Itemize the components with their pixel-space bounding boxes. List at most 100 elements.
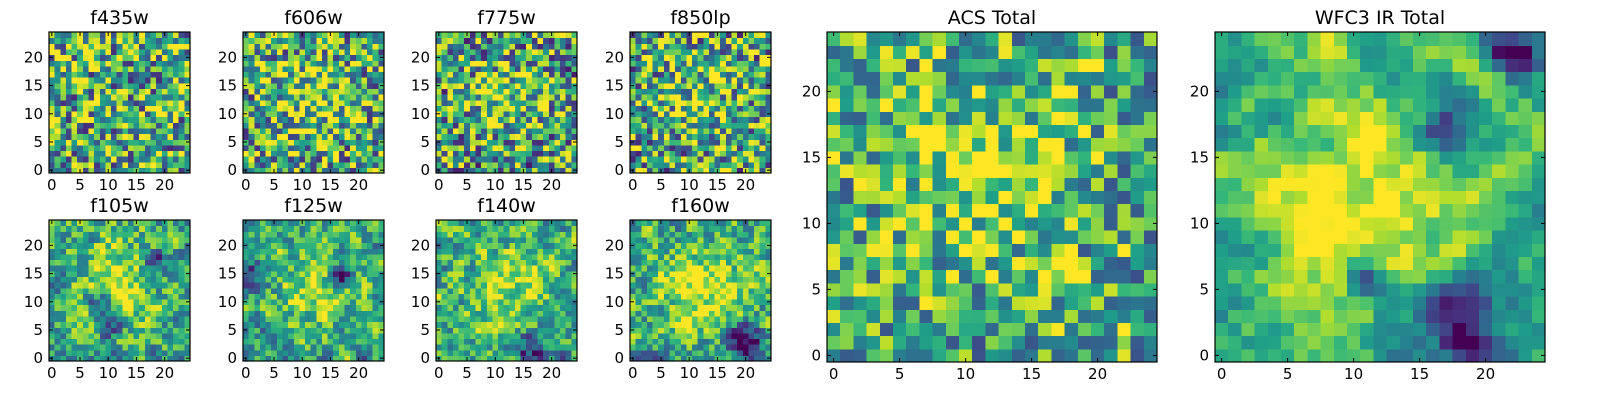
heatmap-cell [708, 94, 716, 101]
heatmap-cell [554, 293, 561, 300]
y-tick-label: 10 [218, 105, 237, 123]
heatmap-cell [54, 43, 61, 50]
heatmap-cell [338, 327, 346, 334]
heatmap-cell [765, 94, 772, 101]
heatmap-cell [372, 32, 379, 39]
heatmap-cell [520, 338, 527, 345]
heatmap-cell [932, 45, 947, 59]
heatmap-cell [173, 293, 180, 300]
heatmap-cell [361, 225, 368, 232]
heatmap-cell [288, 276, 295, 283]
heatmap-cell [378, 231, 385, 238]
heatmap-cell [866, 45, 881, 59]
heatmap-cell [71, 60, 78, 67]
heatmap-cell [111, 298, 118, 306]
heatmap-cell [338, 220, 346, 227]
heatmap-cell [333, 236, 340, 244]
heatmap-cell [554, 122, 561, 129]
heatmap-cell [133, 94, 140, 101]
heatmap-cell [731, 77, 738, 84]
heatmap-cell [321, 105, 329, 112]
heatmap-cell [350, 127, 357, 135]
heatmap-cell [116, 99, 123, 106]
heatmap-cell [243, 349, 250, 356]
heatmap-cell [82, 60, 90, 67]
heatmap-cell [139, 259, 146, 266]
heatmap-cell [184, 150, 191, 157]
heatmap-cell [537, 349, 544, 356]
heatmap-cell [436, 65, 443, 73]
heatmap-cell [133, 259, 140, 266]
heatmap-cell [669, 116, 676, 123]
heatmap-cell [65, 77, 73, 84]
heatmap-cell [703, 65, 710, 73]
heatmap-cell [161, 276, 169, 283]
heatmap-cell [116, 82, 123, 89]
heatmap-cell [998, 335, 1013, 350]
heatmap-cell [565, 167, 572, 174]
heatmap-cell [1051, 71, 1066, 86]
heatmap-cell [60, 344, 67, 351]
heatmap-cell [361, 43, 368, 50]
heatmap-cell [265, 105, 272, 112]
heatmap-cell [725, 139, 733, 146]
heatmap-cell [116, 71, 123, 78]
heatmap-cell [271, 236, 278, 244]
heatmap-cell [282, 349, 289, 356]
heatmap-cell [663, 37, 671, 44]
heatmap-cell [316, 127, 323, 135]
heatmap-cell [720, 88, 727, 95]
heatmap-cell [378, 88, 385, 95]
heatmap-cell [116, 150, 123, 157]
heatmap-cell [731, 110, 738, 118]
heatmap-cell [94, 105, 101, 112]
heatmap-cell [554, 77, 561, 84]
heatmap-cell [498, 116, 505, 123]
heatmap-cell [1104, 32, 1118, 46]
heatmap-cell [344, 60, 351, 67]
heatmap-cell [122, 220, 129, 227]
heatmap-cell [509, 276, 516, 283]
heatmap-cell [514, 161, 522, 168]
heatmap-cell [282, 282, 289, 289]
heatmap-cell [71, 349, 78, 356]
heatmap-cell [447, 122, 454, 129]
heatmap-cell [759, 110, 766, 118]
heatmap-cell [1064, 309, 1079, 323]
heatmap-cell [646, 161, 654, 168]
heatmap-cell [840, 190, 854, 205]
heatmap-cell [441, 94, 448, 101]
heatmap-cell [350, 94, 357, 101]
heatmap-cell [737, 144, 744, 152]
heatmap-cell [680, 99, 687, 106]
heatmap-cell [94, 122, 101, 129]
heatmap-cell [293, 48, 300, 56]
heatmap-cell [675, 82, 682, 89]
heatmap-cell [282, 327, 289, 334]
heatmap-cell [641, 167, 648, 174]
heatmap-cell [299, 349, 306, 356]
heatmap-cell [742, 77, 750, 84]
heatmap-cell [959, 177, 973, 191]
heatmap-cell [305, 248, 312, 255]
heatmap-cell [105, 156, 112, 163]
heatmap-cell [932, 282, 947, 297]
heatmap-cell [560, 60, 567, 67]
heatmap-cell [893, 150, 907, 165]
heatmap-cell [82, 99, 90, 106]
heatmap-cell [99, 338, 106, 345]
heatmap-cell [503, 161, 510, 168]
heatmap-cell [959, 216, 973, 231]
x-tick-label: 10 [99, 176, 118, 194]
heatmap-cell [725, 110, 733, 118]
heatmap-cell [1143, 335, 1158, 350]
heatmap-cell [88, 167, 95, 174]
heatmap-cell [372, 127, 379, 135]
heatmap-cell [99, 253, 106, 261]
heatmap-cell [60, 167, 67, 174]
heatmap-cell [543, 310, 550, 317]
heatmap-cell [77, 248, 84, 255]
y-tick-label: 10 [411, 105, 430, 123]
heatmap-cell [265, 276, 272, 283]
heatmap-cell [1011, 269, 1026, 284]
